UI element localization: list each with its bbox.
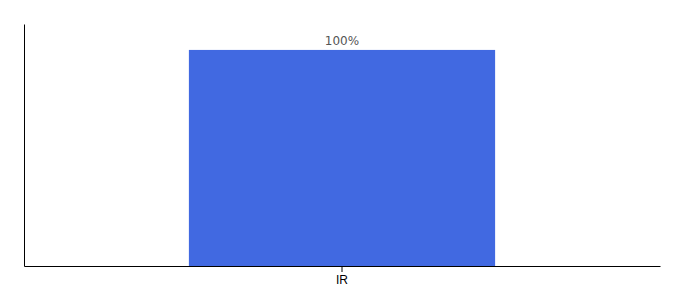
bars [189,50,495,266]
y-axis-line [24,25,25,267]
plot: IR 100% [25,25,661,287]
y-axis [24,25,25,267]
x-tick: IR [336,266,348,287]
chart: IR 100% [0,0,680,300]
bar [189,50,495,266]
x-tick-mark [342,266,343,272]
data-labels: 100% [325,34,359,48]
data-label: 100% [325,34,359,48]
x-tick-label: IR [336,273,348,287]
x-axis: IR [25,266,661,287]
